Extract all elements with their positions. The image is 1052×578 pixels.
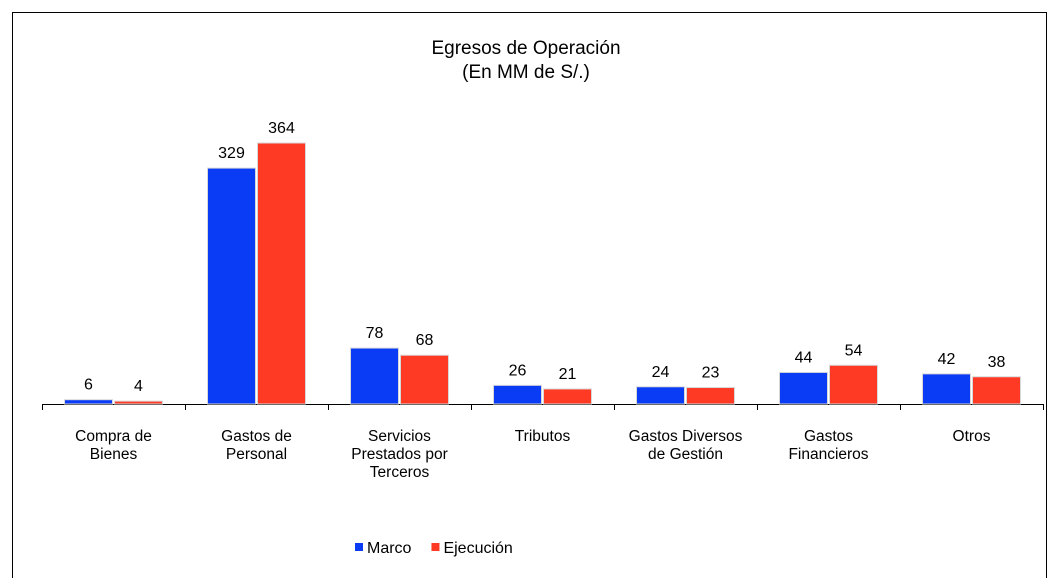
bar: [686, 387, 735, 405]
value-label: 44: [795, 349, 813, 366]
bar: [543, 388, 592, 405]
value-label: 38: [988, 354, 1006, 371]
legend-label: Ejecución: [443, 540, 512, 557]
x-tick-label: Gastos de Personal: [221, 428, 292, 463]
value-label: 6: [84, 377, 93, 394]
value-label: 329: [218, 145, 245, 162]
chart-subtitle: (En MM de S/.): [462, 62, 590, 83]
bar: [350, 347, 399, 405]
value-label: 26: [509, 362, 527, 379]
value-label: 42: [938, 351, 956, 368]
x-tick-label: Otros: [952, 428, 991, 445]
legend-swatch: [355, 543, 363, 551]
value-label: 23: [702, 365, 720, 382]
value-label: 21: [559, 366, 577, 383]
bar: [972, 376, 1021, 405]
bar: [829, 364, 878, 405]
bar: [922, 373, 971, 405]
chart-frame: [12, 12, 1047, 578]
value-label: 364: [268, 120, 295, 137]
value-label: 68: [416, 332, 434, 349]
bar: [207, 167, 256, 405]
bar: [257, 142, 306, 405]
x-tick-label: Servicios Prestados por Terceros: [351, 428, 448, 481]
value-label: 54: [845, 342, 863, 359]
x-tick-label: Gastos Diversos de Gestión: [628, 428, 743, 463]
legend-swatch: [431, 543, 440, 551]
bar: [636, 386, 685, 405]
value-label: 24: [652, 364, 670, 381]
legend-label: Marco: [367, 540, 412, 557]
value-label: 4: [134, 378, 143, 395]
chart-title: Egresos de Operación: [431, 38, 621, 59]
x-tick-label: Tributos: [514, 428, 571, 445]
bar: [779, 371, 828, 405]
x-tick-label: Gastos Financieros: [788, 428, 869, 463]
bar: [64, 399, 113, 405]
bar: [493, 384, 542, 405]
x-tick-label: Compra de Bienes: [75, 428, 152, 463]
bar: [400, 354, 449, 405]
bar: [114, 400, 163, 405]
value-label: 78: [366, 325, 384, 342]
